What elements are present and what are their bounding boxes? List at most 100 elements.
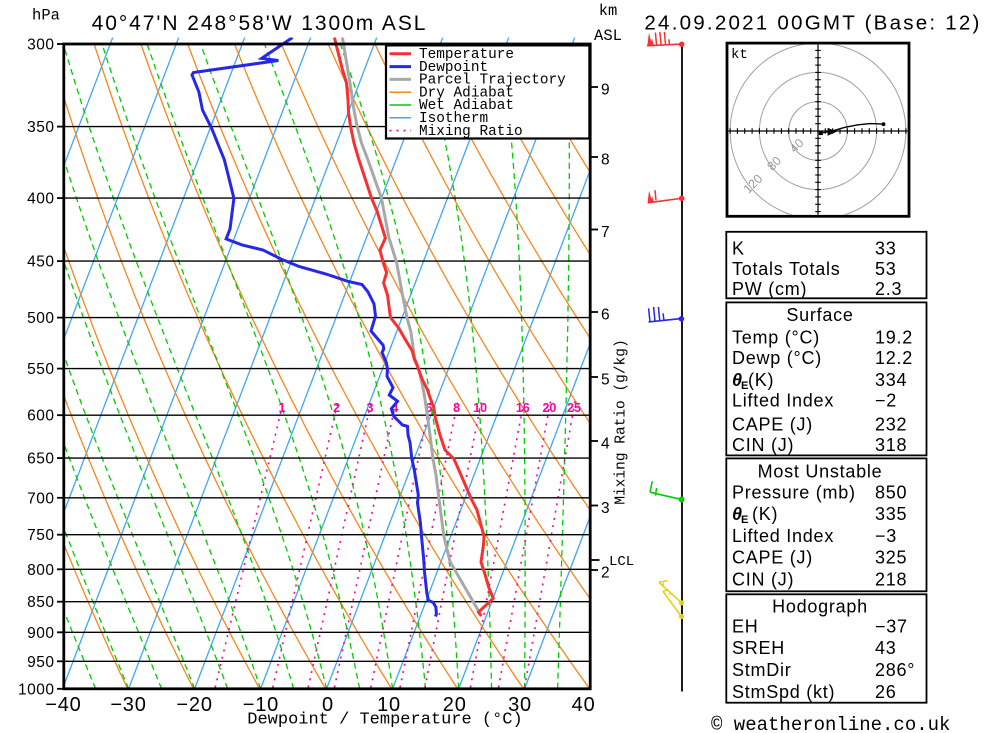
svg-text:Temperature: Temperature [419, 47, 514, 63]
svg-text:PW (cm): PW (cm) [732, 279, 807, 299]
svg-text:Parcel Trajectory: Parcel Trajectory [419, 73, 566, 89]
svg-text:40: 40 [572, 694, 596, 716]
svg-text:θ: θ [732, 370, 742, 390]
svg-text:8: 8 [601, 152, 610, 169]
svg-text:6: 6 [601, 307, 610, 324]
svg-text:53: 53 [875, 259, 897, 279]
svg-text:1000: 1000 [18, 681, 54, 698]
svg-text:−2: −2 [875, 391, 897, 411]
svg-text:232: 232 [875, 414, 907, 434]
svg-text:600: 600 [27, 408, 54, 425]
svg-text:318: 318 [875, 435, 907, 455]
svg-text:3: 3 [601, 500, 610, 517]
svg-text:Dry Adiabat: Dry Adiabat [419, 85, 514, 101]
svg-text:Isotherm: Isotherm [419, 111, 488, 127]
svg-text:2: 2 [601, 565, 610, 582]
svg-text:Most Unstable: Most Unstable [758, 462, 883, 482]
svg-text:CIN (J): CIN (J) [732, 569, 794, 589]
svg-text:−37: −37 [875, 616, 908, 636]
svg-text:−10: −10 [243, 694, 279, 716]
svg-text:10: 10 [473, 401, 487, 415]
svg-text:9: 9 [601, 82, 610, 99]
svg-text:0: 0 [322, 694, 334, 716]
svg-text:300: 300 [27, 37, 54, 54]
svg-text:E: E [741, 514, 748, 526]
svg-text:Lifted Index: Lifted Index [732, 391, 834, 411]
svg-text:hPa: hPa [32, 7, 60, 25]
svg-text:(K): (K) [748, 370, 774, 390]
svg-text:(K): (K) [752, 504, 778, 524]
svg-text:CIN (J): CIN (J) [732, 435, 794, 455]
svg-text:7: 7 [601, 224, 610, 241]
svg-text:2: 2 [333, 401, 340, 415]
svg-text:−40: −40 [45, 694, 81, 716]
svg-text:Mixing Ratio: Mixing Ratio [419, 124, 523, 140]
svg-text:CAPE (J): CAPE (J) [732, 548, 813, 568]
svg-text:8: 8 [453, 401, 460, 415]
svg-text:−30: −30 [110, 694, 146, 716]
svg-text:E: E [741, 380, 748, 392]
svg-text:19.2: 19.2 [875, 327, 913, 347]
svg-text:33: 33 [875, 239, 897, 259]
svg-text:12.2: 12.2 [875, 348, 913, 368]
svg-text:25: 25 [567, 401, 581, 415]
svg-text:K: K [732, 239, 745, 259]
svg-text:850: 850 [27, 594, 54, 611]
svg-text:© weatheronline.co.uk: © weatheronline.co.uk [711, 714, 950, 733]
svg-text:Mixing Ratio (g/kg): Mixing Ratio (g/kg) [614, 339, 630, 504]
svg-text:km: km [599, 2, 618, 20]
svg-text:900: 900 [27, 625, 54, 642]
svg-text:SREH: SREH [732, 638, 785, 658]
svg-text:43: 43 [875, 638, 897, 658]
svg-text:Surface: Surface [786, 305, 853, 325]
svg-text:40°47'N 248°58'W 1300m ASL: 40°47'N 248°58'W 1300m ASL [92, 12, 428, 35]
svg-text:1: 1 [279, 401, 286, 415]
svg-text:750: 750 [27, 527, 54, 544]
svg-text:StmSpd (kt): StmSpd (kt) [732, 682, 835, 702]
svg-text:24.09.2021 00GMT (Base: 12): 24.09.2021 00GMT (Base: 12) [644, 12, 981, 35]
svg-text:26: 26 [875, 682, 897, 702]
svg-text:16: 16 [516, 401, 530, 415]
svg-text:218: 218 [875, 569, 907, 589]
svg-text:Wet Adiabat: Wet Adiabat [419, 98, 514, 114]
svg-text:LCL: LCL [609, 554, 634, 570]
svg-text:5: 5 [601, 372, 610, 389]
svg-text:kt: kt [731, 47, 748, 63]
svg-text:StmDir: StmDir [732, 660, 792, 680]
svg-text:650: 650 [27, 451, 54, 468]
svg-text:ASL: ASL [594, 27, 622, 45]
svg-text:Temp (°C): Temp (°C) [732, 327, 820, 347]
svg-text:Pressure (mb): Pressure (mb) [732, 482, 856, 502]
svg-text:Totals Totals: Totals Totals [732, 259, 840, 279]
svg-text:286°: 286° [875, 660, 915, 680]
svg-text:Hodograph: Hodograph [772, 597, 868, 617]
svg-text:850: 850 [875, 482, 907, 502]
svg-text:335: 335 [875, 504, 907, 524]
svg-text:950: 950 [27, 654, 54, 671]
svg-text:EH: EH [732, 616, 759, 636]
svg-text:Dewpoint: Dewpoint [419, 60, 488, 76]
svg-text:20: 20 [542, 401, 556, 415]
svg-text:Lifted Index: Lifted Index [732, 526, 834, 546]
svg-text:334: 334 [875, 370, 907, 390]
svg-text:325: 325 [875, 548, 907, 568]
svg-text:350: 350 [27, 119, 54, 136]
svg-text:10: 10 [377, 694, 401, 716]
svg-text:Dewp (°C): Dewp (°C) [732, 348, 822, 368]
svg-text:3: 3 [367, 401, 374, 415]
svg-text:2.3: 2.3 [875, 279, 902, 299]
svg-text:550: 550 [27, 361, 54, 378]
svg-text:450: 450 [27, 254, 54, 271]
svg-text:Dewpoint / Temperature (°C): Dewpoint / Temperature (°C) [247, 711, 522, 730]
svg-text:800: 800 [27, 562, 54, 579]
svg-text:500: 500 [27, 310, 54, 327]
svg-text:4: 4 [601, 436, 610, 453]
svg-text:20: 20 [443, 694, 467, 716]
svg-text:θ: θ [732, 504, 742, 524]
svg-text:30: 30 [508, 694, 532, 716]
svg-text:−20: −20 [176, 694, 212, 716]
svg-text:4: 4 [391, 401, 398, 415]
svg-text:6: 6 [426, 401, 433, 415]
svg-text:700: 700 [27, 490, 54, 507]
svg-text:CAPE (J): CAPE (J) [732, 414, 813, 434]
